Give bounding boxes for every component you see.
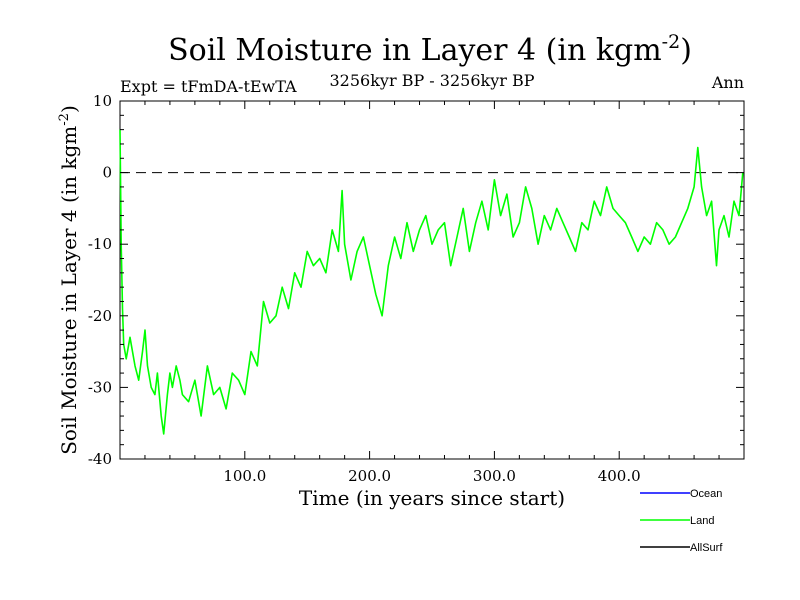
y-axis-title: Soil Moisture in Layer 4 (in kgm-2) [57,105,81,455]
x-axis: 100.0 200.0 300.0 400.0 [144,101,720,485]
y-tick-label: -10 [88,235,112,253]
legend-label-land: Land [690,515,714,527]
x-axis-title: Time (in years since start) [299,486,565,510]
land-series-line [119,129,744,435]
legend-label-ocean: Ocean [690,488,722,500]
y-tick-label: -40 [88,450,112,468]
plot-frame [119,100,745,460]
x-tick-label: 300.0 [473,467,516,485]
experiment-label: Expt = tFmDA-tEwTA [120,77,297,96]
season-label: Ann [711,73,744,92]
y-tick-label: 10 [93,92,112,110]
y-tick-label: -30 [88,378,112,396]
legend: Ocean Land AllSurf [640,488,723,554]
x-tick-label: 200.0 [348,467,391,485]
y-tick-label: 0 [102,164,112,182]
legend-label-allsurf: AllSurf [690,542,723,554]
period-label: 3256kyr BP - 3256kyr BP [330,71,535,90]
y-axis: 10 0 -10 -20 -30 -40 [88,92,744,468]
chart-title: Soil Moisture in Layer 4 (in kgm-2) [168,31,692,68]
x-tick-label: 100.0 [223,467,266,485]
x-tick-label: 400.0 [598,467,641,485]
y-tick-label: -20 [88,307,112,325]
